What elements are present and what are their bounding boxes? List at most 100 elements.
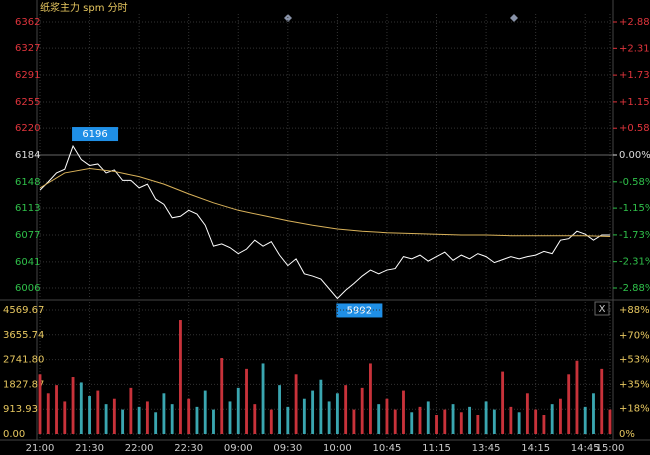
y-tick-label: 6327 (15, 43, 40, 54)
volume-bar (352, 409, 356, 434)
y2-tick-label: +0.58% (619, 123, 650, 134)
volume-bar (410, 412, 414, 434)
extreme-badge (72, 127, 119, 142)
y-tick-label: 6362 (15, 17, 40, 28)
x-tick-label: 14:45 (571, 443, 600, 454)
volume-bar (55, 385, 58, 434)
volume-bar (393, 409, 397, 434)
volume-bar (567, 374, 571, 434)
x-tick-label: 09:00 (224, 443, 253, 454)
x-tick-label: 21:30 (75, 443, 104, 454)
x-tick-label: 09:30 (273, 443, 302, 454)
y2-tick-label: +35% (619, 380, 650, 391)
volume-bar (335, 393, 339, 434)
volume-bar (443, 409, 447, 434)
volume-bar (203, 390, 207, 434)
close-label[interactable]: X (599, 304, 606, 315)
volume-bar (600, 368, 604, 434)
volume-bar (385, 398, 389, 434)
volume-bar (187, 398, 191, 434)
volume-bar (294, 374, 298, 434)
volume-bar (360, 387, 364, 434)
volume-bar (327, 401, 331, 434)
x-tick-label: 14:15 (521, 443, 550, 454)
volume-bar (63, 401, 67, 434)
close-button[interactable] (594, 301, 610, 316)
volume-bar (559, 398, 562, 434)
volume-bar (145, 401, 149, 434)
volume-bar (608, 409, 612, 434)
y2-tick-label: +18% (619, 404, 650, 415)
y-tick-label: 6041 (15, 257, 40, 268)
volume-bar (426, 401, 430, 434)
price-line (39, 144, 610, 300)
volume-bar (179, 320, 182, 434)
y2-tick-label: +1.73% (619, 70, 650, 81)
y-tick-label: 1827.87 (3, 379, 44, 390)
y-tick-label: 6291 (15, 70, 40, 81)
volume-bar (592, 393, 595, 434)
volume-bar (195, 406, 199, 434)
y-tick-label: 6077 (15, 230, 40, 241)
volume-bar (278, 385, 281, 434)
y-tick-label: 3655.74 (3, 330, 44, 341)
y2-tick-label: +53% (619, 354, 650, 365)
x-tick-label: 15:00 (596, 443, 625, 454)
volume-bar (286, 406, 290, 434)
y-tick-label: 2741.80 (3, 355, 44, 366)
y-tick-label: 913.93 (3, 404, 38, 415)
volume-bar (534, 409, 538, 434)
y-tick-label: 6148 (15, 177, 40, 188)
volume-bar (245, 368, 248, 434)
volume-bar (451, 404, 455, 434)
volume-bar (517, 412, 521, 434)
y2-tick-label: +88% (619, 305, 650, 316)
volume-bar (311, 390, 315, 434)
volume-bar (46, 393, 50, 434)
volume-bar (550, 404, 554, 434)
volume-bar (38, 374, 42, 434)
volume-bar (220, 358, 224, 434)
extreme-badge (336, 303, 383, 318)
volume-bar (369, 363, 372, 434)
volume-bar (484, 401, 488, 434)
volume-bar (319, 379, 323, 434)
volume-bar (121, 409, 125, 434)
volume-bar (501, 371, 505, 434)
y2-tick-label: -1.15% (619, 203, 650, 214)
x-tick-label: 10:00 (323, 443, 352, 454)
y2-tick-label: -2.88% (619, 283, 650, 294)
volume-bar (476, 415, 480, 434)
x-tick-label: 22:30 (174, 443, 203, 454)
volume-bar (137, 406, 141, 434)
y2-tick-label: 0% (619, 429, 635, 440)
volume-bar (88, 396, 91, 434)
volume-bar (129, 387, 133, 434)
chart-title: 纸浆主力 spm 分时 (40, 1, 128, 14)
volume-bar (170, 404, 174, 434)
x-tick-label: 11:15 (422, 443, 451, 454)
y-tick-label: 4569.67 (3, 305, 44, 316)
volume-bar (228, 401, 232, 434)
volume-bar (236, 387, 240, 434)
y-tick-label: 6255 (15, 97, 40, 108)
volume-bar (212, 409, 215, 434)
y2-tick-label: -1.73% (619, 230, 650, 241)
y2-tick-label: +2.31% (619, 43, 650, 54)
volume-bar (269, 409, 273, 434)
volume-bar (492, 409, 496, 434)
volume-bar (112, 398, 116, 434)
volume-bar (468, 406, 471, 434)
y-tick-label: 0.00 (3, 429, 25, 440)
y-tick-label: 6220 (15, 123, 40, 134)
price-line (39, 167, 611, 237)
volume-bar (344, 385, 348, 434)
volume-bar (583, 406, 587, 434)
marker (510, 14, 518, 22)
y2-tick-label: +2.88% (619, 17, 650, 28)
y2-tick-label: 0.00% (619, 150, 650, 161)
volume-bar (402, 390, 405, 434)
y2-tick-label: -0.58% (619, 177, 650, 188)
x-tick-label: 21:00 (26, 443, 55, 454)
